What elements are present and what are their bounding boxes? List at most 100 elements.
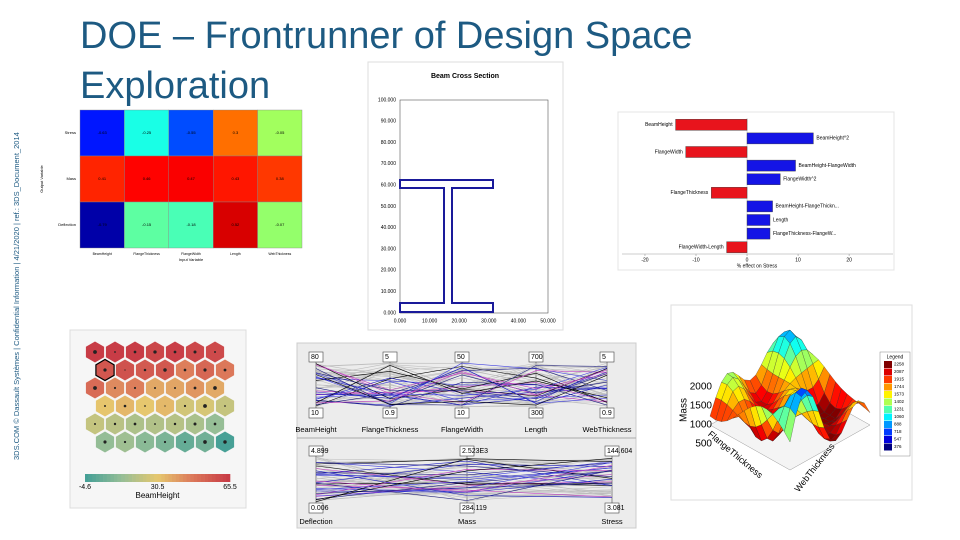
hex-dot xyxy=(193,350,197,354)
heat-cell xyxy=(168,201,214,249)
range-box xyxy=(454,351,470,363)
pc-line xyxy=(315,373,608,405)
legend-swatch xyxy=(884,376,892,383)
range-box xyxy=(604,445,620,457)
pc-line xyxy=(315,465,613,474)
hex-dot xyxy=(193,422,197,426)
pc-line xyxy=(315,372,608,400)
hex-dot xyxy=(103,368,107,372)
range-label: 5 xyxy=(602,354,606,361)
effect-bar xyxy=(746,227,771,240)
pc-line xyxy=(315,364,608,403)
scale-label: 30.5 xyxy=(151,484,165,491)
scale-label: -4.6 xyxy=(79,484,91,491)
hex-dot xyxy=(143,368,147,372)
axis-name: Length xyxy=(525,425,548,434)
x-tick-label: 10 xyxy=(795,257,801,263)
range-box xyxy=(528,407,544,419)
heat-cell xyxy=(79,155,125,203)
legend-swatch xyxy=(884,391,892,398)
bar-label: FlangeWidth-Length xyxy=(679,245,724,251)
range-box xyxy=(308,407,324,419)
range-box xyxy=(382,351,398,363)
pc-line xyxy=(315,363,608,400)
color-scale xyxy=(92,474,97,482)
color-scale xyxy=(164,474,169,482)
hex-dot xyxy=(133,386,137,390)
range-label: 4.899 xyxy=(311,448,329,455)
color-scale xyxy=(132,474,137,482)
row-label: Stress xyxy=(65,130,76,135)
bar-label: BeamHeight-FlangeWidth xyxy=(799,163,856,169)
pc-line xyxy=(315,482,613,494)
x-tick-label: 30.000 xyxy=(481,318,497,324)
y-tick-label: 40.000 xyxy=(381,225,397,231)
bar-label: FlangeThickness-FlangeW... xyxy=(773,231,836,237)
y-tick-label: 30.000 xyxy=(381,246,397,252)
axis-name: WebThickness xyxy=(582,425,631,434)
heat-cell xyxy=(212,109,258,157)
pc-line xyxy=(315,387,608,406)
effect-bar xyxy=(675,119,748,131)
heat-cell xyxy=(257,109,303,157)
color-scale xyxy=(168,474,173,482)
pc-line xyxy=(315,463,613,483)
color-scale xyxy=(201,474,205,482)
effect-bar xyxy=(726,241,748,253)
range-box xyxy=(308,502,324,514)
legend-label: 1744 xyxy=(894,384,905,389)
hex-dot xyxy=(123,404,127,408)
range-box xyxy=(599,351,615,363)
hex-dot xyxy=(163,440,167,444)
axis-name: Deflection xyxy=(299,517,332,526)
color-scale xyxy=(117,474,122,482)
y-tick-label: 100.000 xyxy=(378,97,396,103)
beam-title: Beam Cross Section xyxy=(431,73,499,80)
color-scale xyxy=(110,474,115,482)
i-beam xyxy=(399,179,494,313)
range-box xyxy=(459,502,475,514)
axis-name: FlangeWidth xyxy=(441,425,483,434)
cell-label: 0.46 xyxy=(143,176,152,181)
hex-dot xyxy=(133,350,137,354)
range-box xyxy=(528,351,544,363)
pc-line xyxy=(315,470,613,498)
legend-swatch xyxy=(884,406,892,413)
cell-label: 0.47 xyxy=(187,176,196,181)
hex-dot xyxy=(213,422,217,426)
x-tick-label: 20 xyxy=(846,257,852,263)
color-scale xyxy=(222,474,227,482)
pc-line xyxy=(315,367,608,398)
legend-swatch xyxy=(884,428,892,436)
pc-line xyxy=(315,363,608,405)
column-label: Length xyxy=(230,252,241,256)
range-box xyxy=(382,407,398,419)
hex-dot xyxy=(193,386,197,390)
legend-label: 1060 xyxy=(894,414,905,419)
hex-dot xyxy=(113,422,117,426)
legend-label: 1402 xyxy=(894,399,905,404)
effect-bar xyxy=(746,132,814,145)
color-scale xyxy=(208,474,213,482)
cell-label: 0.41 xyxy=(98,176,107,181)
range-label: 10 xyxy=(457,410,465,417)
cell-label: 0.38 xyxy=(276,176,285,181)
pc-line xyxy=(315,364,608,391)
range-label: 50 xyxy=(457,354,465,361)
color-scale xyxy=(150,474,155,482)
range-label: 80 xyxy=(311,354,319,361)
pc-line xyxy=(315,464,613,496)
pc-line xyxy=(315,461,613,478)
color-scale xyxy=(186,474,191,482)
cell-label: 0.43 xyxy=(232,176,241,181)
color-scale xyxy=(161,474,166,482)
legend-label: 1915 xyxy=(894,377,905,382)
bar-label: BeamHeight^2 xyxy=(816,136,849,142)
y-tick-label: 10.000 xyxy=(381,289,397,295)
pc-line xyxy=(315,467,613,490)
y-tick-label: 70.000 xyxy=(381,161,397,167)
hex-dot xyxy=(163,368,167,372)
axis-name: BeamHeight xyxy=(295,425,337,434)
legend-label: 888 xyxy=(894,422,902,427)
range-label: 0.9 xyxy=(602,410,612,417)
